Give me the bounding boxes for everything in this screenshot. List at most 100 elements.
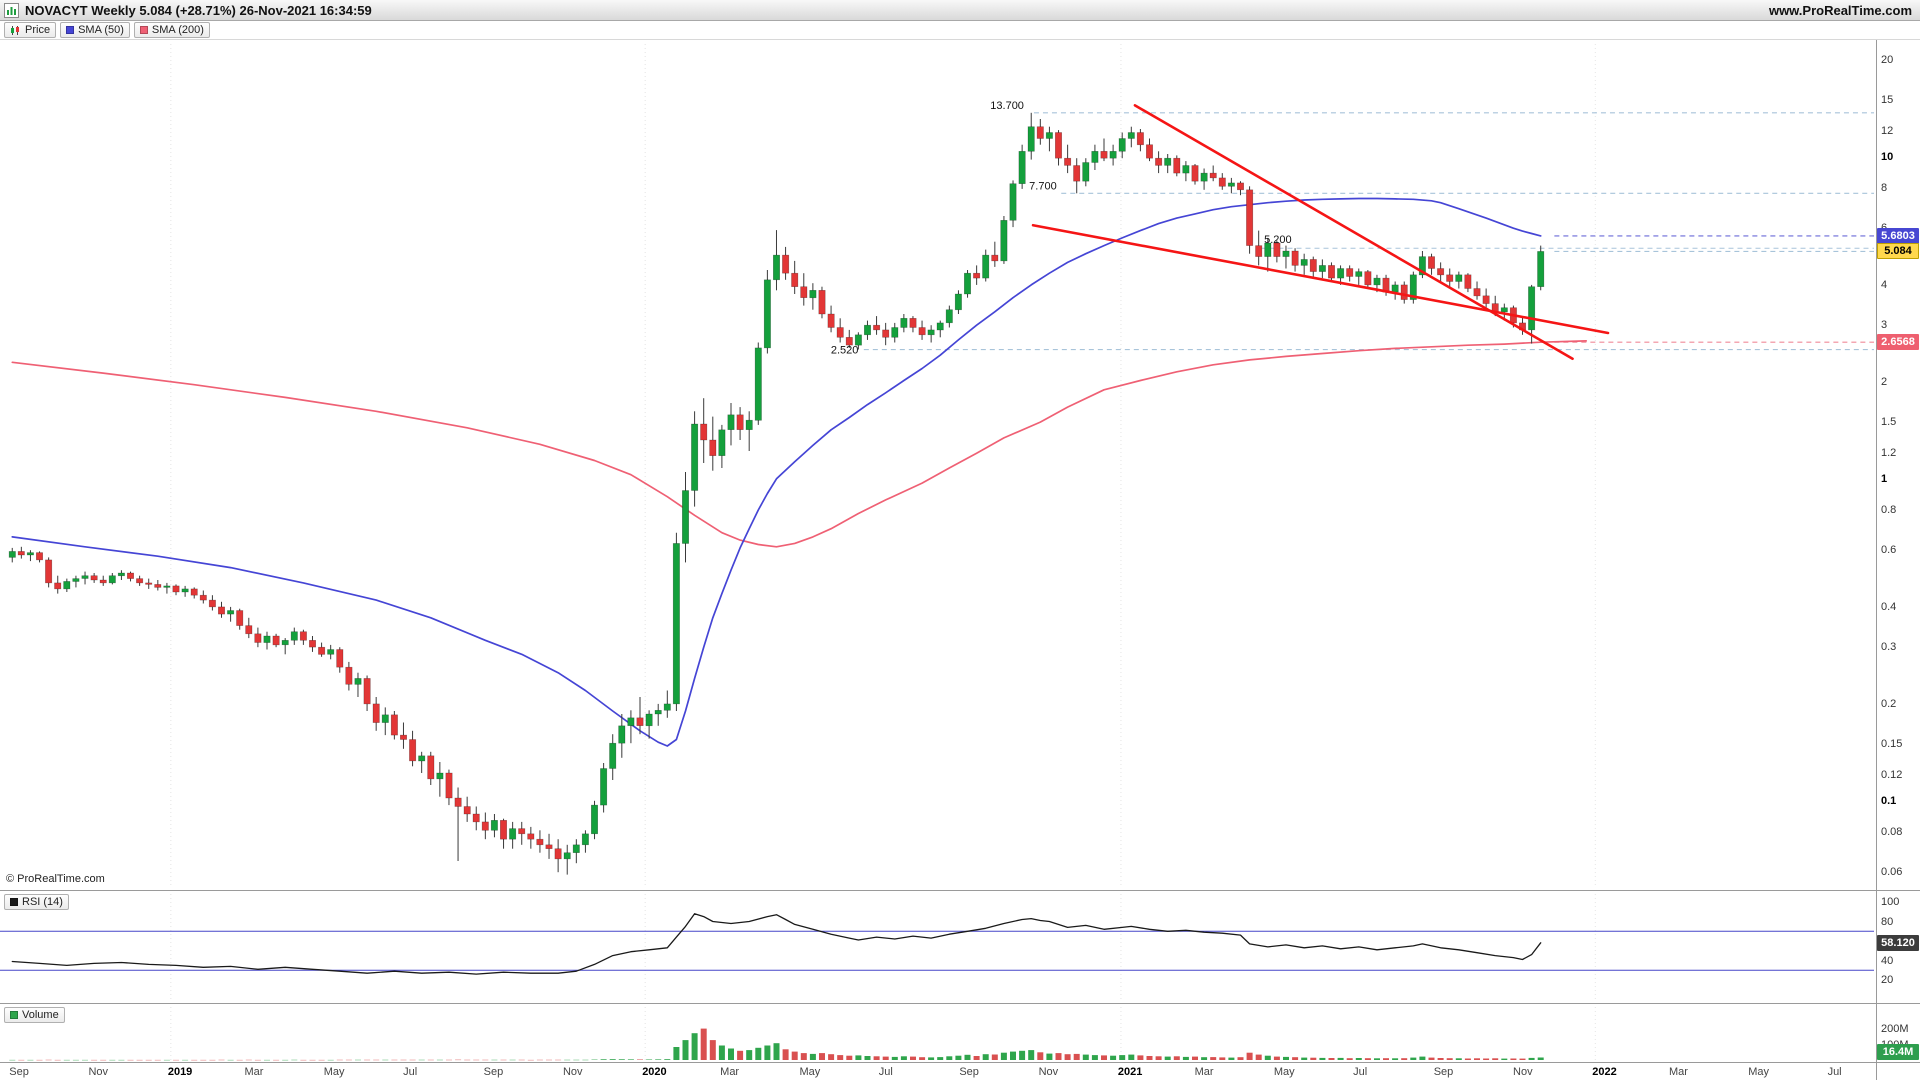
time-axis[interactable] (0, 1063, 1920, 1080)
moving-averages (11, 197, 1588, 747)
svg-text:5.200: 5.200 (1264, 234, 1292, 246)
time-axis-label: Sep (1433, 1066, 1454, 1078)
year-gridlines (170, 1007, 1596, 1060)
candles (8, 112, 1545, 875)
sma50-line-icon (66, 26, 75, 34)
panel-separator (0, 1062, 1920, 1063)
price-axis-tick: 1.5 (1881, 416, 1897, 429)
time-axis-label: Jul (403, 1066, 418, 1078)
volume-axis-tick: 200M (1881, 1023, 1909, 1036)
sma200-legend-label: SMA (200) (151, 24, 204, 36)
rsi-canvas[interactable] (0, 891, 1876, 1003)
sma200-line-icon (139, 26, 148, 34)
annotation-labels: 13.700 7.700 5.200 2.520 (831, 100, 1292, 357)
volume-canvas[interactable] (0, 1004, 1876, 1062)
time-axis-label: Mar (1194, 1066, 1214, 1078)
price-axis-tick: 1.2 (1881, 447, 1897, 460)
svg-text:13.700: 13.700 (990, 100, 1024, 112)
rsi-axis-tick: 20 (1881, 974, 1894, 986)
price-axis-tick: 0.8 (1881, 504, 1897, 516)
legend-bar: Price SMA (50) SMA (200) (0, 21, 1920, 40)
price-axis-tick: 10 (1881, 150, 1894, 163)
price-axis-tick: 2 (1881, 375, 1888, 388)
time-axis-label: Nov (88, 1066, 109, 1078)
time-axis-label: Nov (1038, 1066, 1059, 1078)
svg-text:7.700: 7.700 (1029, 180, 1057, 192)
price-axis-tick: 0.6 (1881, 544, 1897, 557)
main-chart-canvas[interactable]: 13.700 7.700 5.200 2.520 (0, 40, 1876, 890)
price-axis-tick: 0.06 (1881, 866, 1903, 879)
price-axis-tick: 1 (1881, 472, 1888, 485)
brand-link[interactable]: www.ProRealTime.com (1768, 2, 1912, 18)
app-icon (4, 2, 19, 18)
time-axis-label: Mar (1668, 1066, 1688, 1078)
time-axis-label: May (323, 1066, 345, 1078)
time-axis-label: May (1273, 1066, 1295, 1078)
price-axis[interactable] (1877, 40, 1920, 1062)
time-axis-label: Nov (1513, 1066, 1533, 1078)
time-axis-label: Sep (9, 1066, 29, 1078)
svg-text:2.520: 2.520 (831, 345, 859, 357)
sma50-legend-label: SMA (50) (78, 24, 124, 36)
rsi-axis-tick: 40 (1881, 954, 1894, 967)
time-axis-label: 2022 (1592, 1066, 1617, 1078)
price-axis-tick: 20 (1881, 53, 1894, 66)
price-axis-tick: 0.12 (1881, 769, 1903, 782)
rsi-value-marker: 58.120 (1877, 934, 1919, 951)
axis-border (1876, 40, 1877, 1080)
rsi-indicator-chip[interactable]: RSI (14) (4, 894, 69, 910)
price-legend-label: Price (25, 24, 51, 36)
price-axis-tick: 0.08 (1881, 826, 1903, 838)
price-axis-tick: 0.3 (1881, 641, 1897, 654)
rsi-axis-tick: 80 (1881, 915, 1894, 928)
time-axis-label: Mar (244, 1066, 264, 1078)
title-bar: NOVACYT Weekly 5.084 (+28.71%) 26-Nov-20… (0, 0, 1920, 21)
time-axis-label: Mar (720, 1066, 740, 1078)
year-gridlines (170, 44, 1596, 888)
volume-indicator-chip[interactable]: Volume (4, 1007, 65, 1023)
volume-value-marker: 16.4M (1877, 1044, 1919, 1060)
price-marker-last: 5.084 (1877, 243, 1919, 260)
price-axis-tick: 12 (1881, 125, 1894, 138)
time-axis-label: Sep (959, 1066, 979, 1078)
time-axis-label: Jul (878, 1066, 893, 1078)
sma50-legend-chip[interactable]: SMA (50) (60, 22, 130, 38)
time-axis-label: May (799, 1066, 821, 1078)
volume-bars (9, 1028, 1544, 1061)
price-axis-tick: 8 (1881, 182, 1888, 194)
time-axis-label: Jul (1827, 1066, 1842, 1078)
trend-lines (1031, 104, 1610, 361)
volume-chip-label: Volume (22, 1009, 59, 1021)
time-axis-label: Nov (562, 1066, 583, 1078)
price-marker-sma50: 5.6803 (1877, 227, 1919, 244)
time-axis-label: 2020 (642, 1066, 667, 1078)
time-axis-label: 2021 (1117, 1066, 1143, 1078)
year-gridlines (170, 894, 1596, 1001)
chart-title: NOVACYT Weekly 5.084 (+28.71%) 26-Nov-20… (25, 2, 372, 18)
rsi-axis-tick: 100 (1881, 896, 1900, 908)
dashed-level-lines (863, 112, 1874, 351)
price-axis-tick: 3 (1881, 319, 1888, 332)
rsi-chip-label: RSI (14) (22, 896, 63, 908)
price-axis-tick: 4 (1881, 278, 1888, 291)
sma200-legend-chip[interactable]: SMA (200) (133, 22, 210, 38)
price-axis-tick: 0.1 (1881, 794, 1897, 807)
price-marker-sma200: 2.6568 (1877, 334, 1919, 351)
time-axis-label: Jul (1353, 1066, 1368, 1078)
price-axis-tick: 0.15 (1881, 738, 1903, 751)
time-axis-label: May (1748, 1066, 1770, 1078)
panel-separator[interactable] (0, 890, 1920, 891)
price-legend-chip[interactable]: Price (4, 22, 57, 38)
price-axis-tick: 0.2 (1881, 697, 1897, 710)
price-axis-tick: 0.4 (1881, 600, 1897, 613)
price-series-icon (10, 25, 21, 36)
rsi-line-icon (10, 898, 18, 906)
panel-separator[interactable] (0, 1003, 1920, 1004)
time-axis-label: Sep (483, 1066, 504, 1078)
time-axis-label: 2019 (167, 1066, 193, 1078)
price-axis-tick: 15 (1881, 94, 1894, 107)
volume-bars-icon (10, 1011, 18, 1019)
copyright-note: © ProRealTime.com (6, 873, 105, 885)
rsi-line (11, 913, 1542, 975)
